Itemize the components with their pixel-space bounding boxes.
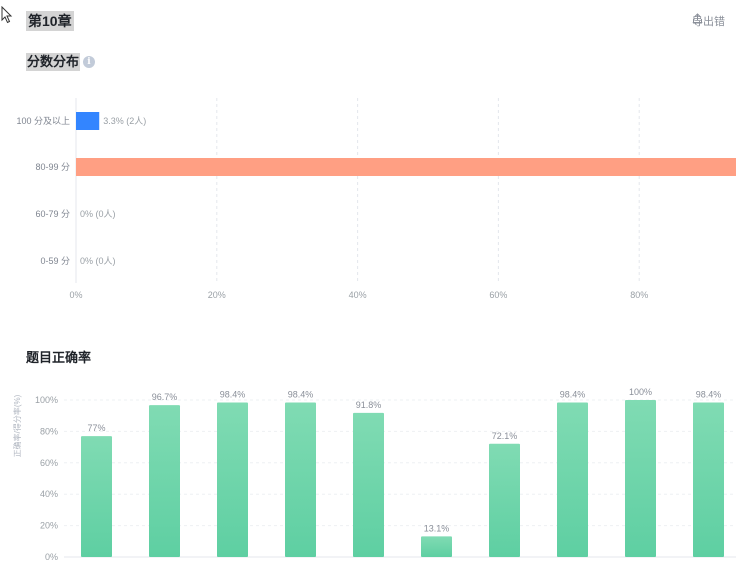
x-tick-label: 40% bbox=[349, 290, 367, 300]
export-button[interactable]: 导出错 bbox=[692, 13, 725, 29]
bar bbox=[76, 158, 736, 176]
bar bbox=[285, 402, 316, 557]
bar-value-label: 100% bbox=[629, 387, 652, 397]
bar-value-label: 0% (0人) bbox=[80, 256, 116, 266]
bar-value-label: 91.8% bbox=[356, 400, 382, 410]
x-tick-label: 60% bbox=[489, 290, 507, 300]
bar bbox=[625, 400, 656, 557]
bar bbox=[76, 112, 100, 130]
bar-value-label: 98.4% bbox=[696, 390, 722, 400]
bar bbox=[81, 436, 112, 557]
category-label: 80-99 分 bbox=[35, 162, 70, 172]
bar-value-label: 98.4% bbox=[220, 390, 246, 400]
bar bbox=[693, 402, 724, 557]
category-label: 60-79 分 bbox=[35, 209, 70, 219]
x-tick-label: 20% bbox=[208, 290, 226, 300]
bar-value-label: 98.4% bbox=[288, 390, 314, 400]
y-tick-label: 40% bbox=[40, 489, 58, 499]
export-icon bbox=[693, 13, 702, 24]
accuracy-title: 题目正确率 bbox=[26, 350, 92, 365]
y-tick-label: 60% bbox=[40, 458, 58, 468]
bar-value-label: 96.7% bbox=[152, 392, 178, 402]
score-distribution-title: 分数分布 bbox=[26, 53, 81, 71]
bar bbox=[557, 402, 588, 557]
x-tick-label: 80% bbox=[630, 290, 648, 300]
bar bbox=[353, 412, 384, 557]
y-tick-label: 0% bbox=[45, 552, 58, 562]
y-axis-title: 正确率/得分率(%) bbox=[12, 394, 22, 457]
bar-value-label: 13.1% bbox=[424, 523, 450, 533]
y-tick-label: 20% bbox=[40, 521, 58, 531]
export-label: 导出错 bbox=[692, 16, 725, 28]
bar bbox=[421, 536, 452, 557]
bar-value-label: 77% bbox=[87, 423, 105, 433]
page-title: 第10章 bbox=[26, 11, 74, 31]
bar-value-label: 0% (0人) bbox=[80, 209, 116, 219]
category-label: 100 分及以上 bbox=[16, 116, 70, 126]
bar bbox=[489, 443, 520, 557]
y-tick-label: 100% bbox=[35, 395, 58, 405]
bar bbox=[217, 402, 248, 557]
mouse-cursor-icon bbox=[1, 6, 13, 24]
x-tick-label: 0% bbox=[69, 290, 82, 300]
info-icon[interactable]: i bbox=[83, 56, 95, 68]
bar bbox=[149, 405, 180, 557]
category-label: 0-59 分 bbox=[40, 256, 70, 266]
bar-value-label: 72.1% bbox=[492, 431, 518, 441]
bar-value-label: 98.4% bbox=[560, 390, 586, 400]
y-tick-label: 80% bbox=[40, 426, 58, 436]
bar-value-label: 3.3% (2人) bbox=[103, 116, 146, 126]
